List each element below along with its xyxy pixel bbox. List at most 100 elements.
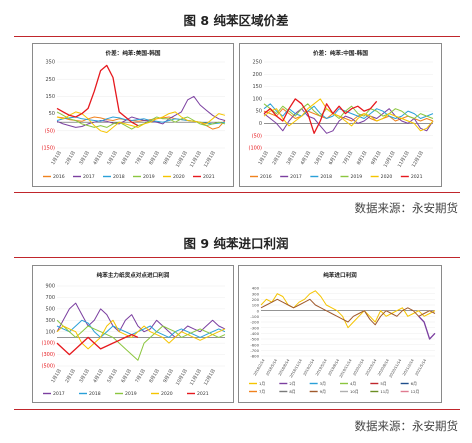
legend-label: 7月 [259, 389, 265, 394]
x-tick-label: 11月1日 [397, 150, 411, 169]
y-tick-label: 150 [252, 84, 262, 90]
y-tick-label: -600 [250, 342, 259, 347]
x-tick-label: 6月1日 [120, 368, 133, 384]
legend-label: 2016 [260, 174, 272, 180]
figure9-bottom-rule [14, 409, 460, 410]
y-tick-label: 100 [252, 303, 260, 308]
import-profit-main-chart: 纯苯主力纸货点对点进口利润 900 700 500 300 100 (100) (300) (5… [42, 271, 226, 397]
y-tick-label: 0 [259, 121, 262, 127]
x-tick-label: 5月1日 [314, 150, 327, 166]
y-tick-label: -800 [250, 354, 259, 359]
x-tick-label: 6月1日 [328, 150, 341, 166]
y-tick-label: 200 [252, 297, 260, 302]
y-tick-label: 200 [252, 72, 262, 78]
figure8-bottom-rule [14, 192, 460, 193]
x-tick-label: 7月1日 [342, 150, 355, 166]
legend-label: 2017 [290, 174, 302, 180]
x-tick-label: 2018/2/14 [253, 358, 266, 377]
legend-label: 2018 [113, 174, 125, 180]
x-tick-label: 2021/2/14 [402, 358, 415, 377]
y-tick-label: 250 [45, 77, 55, 83]
y-tick-label: 400 [252, 286, 260, 291]
x-tick-label: 2020/5/14 [365, 358, 378, 377]
series-line-2019 [56, 319, 226, 361]
series-line-2020 [263, 98, 434, 132]
legend-label: 2021 [411, 174, 423, 180]
x-tick-label: 9月1日 [162, 368, 175, 384]
x-tick-label: 8月1日 [148, 150, 161, 166]
x-tick-label: 10月1日 [175, 150, 189, 169]
series-line-2017 [56, 95, 226, 128]
x-tick-label: 5月1日 [106, 368, 119, 384]
y-tick-label: 0 [257, 308, 260, 313]
figure9-caption: 图 9 纯苯进口利润 [183, 236, 289, 251]
series-line-2018 [56, 319, 226, 338]
x-tick-label: 11月1日 [189, 150, 203, 169]
series-line-9月 [260, 298, 436, 326]
x-tick-label: 3月1日 [78, 368, 91, 384]
y-tick-label: (150) [42, 146, 55, 152]
chart-panel-us-korea: 价差：纯苯:美国-韩国 350 250 150 50 (50) (150) 1月1日 2月1日 3… [32, 43, 234, 187]
x-tick-label: 2月1日 [64, 150, 77, 166]
y-tick-label: -700 [250, 348, 259, 353]
figure8-source: 数据来源：永安期货 [354, 201, 459, 215]
x-tick-label: 2018/11/14 [289, 358, 303, 379]
legend-label: 8月 [289, 389, 295, 394]
legend-label: 2016 [53, 174, 65, 180]
x-tick-label: 2018/8/14 [278, 358, 291, 377]
y-tick-label: 100 [45, 329, 55, 335]
x-tick-label: 2019/2/14 [303, 358, 316, 377]
x-tick-label: 4月1日 [299, 150, 312, 166]
x-tick-label: 3月1日 [285, 150, 298, 166]
legend-label: 11月 [380, 389, 389, 394]
series-line-2020 [56, 319, 226, 350]
legend-label: 2018 [320, 174, 332, 180]
x-tick-label: 10月1日 [175, 368, 189, 387]
x-tick-label: 4月1日 [92, 368, 105, 384]
y-tick-label: -500 [250, 337, 259, 342]
y-tick-label: 50 [49, 111, 55, 117]
series-line-2021 [263, 98, 378, 134]
y-tick-label: 300 [45, 318, 55, 324]
y-tick-label: 300 [252, 291, 260, 296]
chart-title: 纯苯进口利润 [323, 271, 357, 279]
x-tick-label: 9月1日 [162, 150, 175, 166]
legend-label: 2018 [89, 391, 101, 397]
series-line-2021 [56, 333, 139, 356]
x-tick-label: 2020/8/14 [377, 358, 390, 377]
figure9-top-rule [14, 257, 460, 258]
chart-panel-import-profit-contracts: 纯苯进口利润 400 300 200 100 0 -100 -200 -300 -400 -500-… [238, 265, 442, 403]
x-tick-label: 12月1日 [411, 150, 425, 169]
chart-title: 价差：纯苯:美国-韩国 [106, 49, 161, 57]
series-line-2017 [263, 108, 434, 134]
legend-label: 2020 [381, 174, 393, 180]
series-line-2月 [418, 315, 436, 340]
x-tick-label: 2月1日 [271, 150, 284, 166]
legend-label: 3月 [320, 381, 326, 386]
chart-title: 纯苯主力纸货点对点进口利润 [97, 271, 170, 279]
x-tick-label: 2020/11/14 [388, 358, 402, 379]
x-tick-label: 3月1日 [78, 150, 91, 166]
x-tick-label: 8月1日 [356, 150, 369, 166]
legend-label: 2021 [203, 174, 215, 180]
y-tick-label: 700 [45, 295, 55, 301]
legend-label: 9月 [320, 389, 326, 394]
series-line-2019 [263, 103, 434, 119]
import-profit-contracts-chart: 纯苯进口利润4003002001000-100-200-300-400-500-… [249, 271, 436, 394]
x-tick-label: 10月1日 [383, 150, 397, 169]
legend-label: 5月 [380, 381, 386, 386]
chart-panel-import-profit-main: 纯苯主力纸货点对点进口利润 900 700 500 300 100 (100) (300) (5… [32, 265, 234, 403]
y-tick-label: (500) [42, 364, 55, 370]
x-tick-label: 2月1日 [64, 368, 77, 384]
legend-label: 2021 [197, 391, 209, 397]
x-tick-label: 11月1日 [189, 368, 203, 387]
legend-label: 10月 [350, 389, 359, 394]
legend-label: 2017 [83, 174, 95, 180]
y-tick-label: 900 [45, 284, 55, 290]
figure8-top-rule [14, 36, 460, 37]
legend-label: 4月 [350, 381, 356, 386]
x-tick-label: 9月1日 [370, 150, 383, 166]
x-tick-label: 8月1日 [148, 368, 161, 384]
figure9-source: 数据来源：永安期货 [354, 419, 459, 433]
y-tick-label: 50 [256, 109, 262, 115]
